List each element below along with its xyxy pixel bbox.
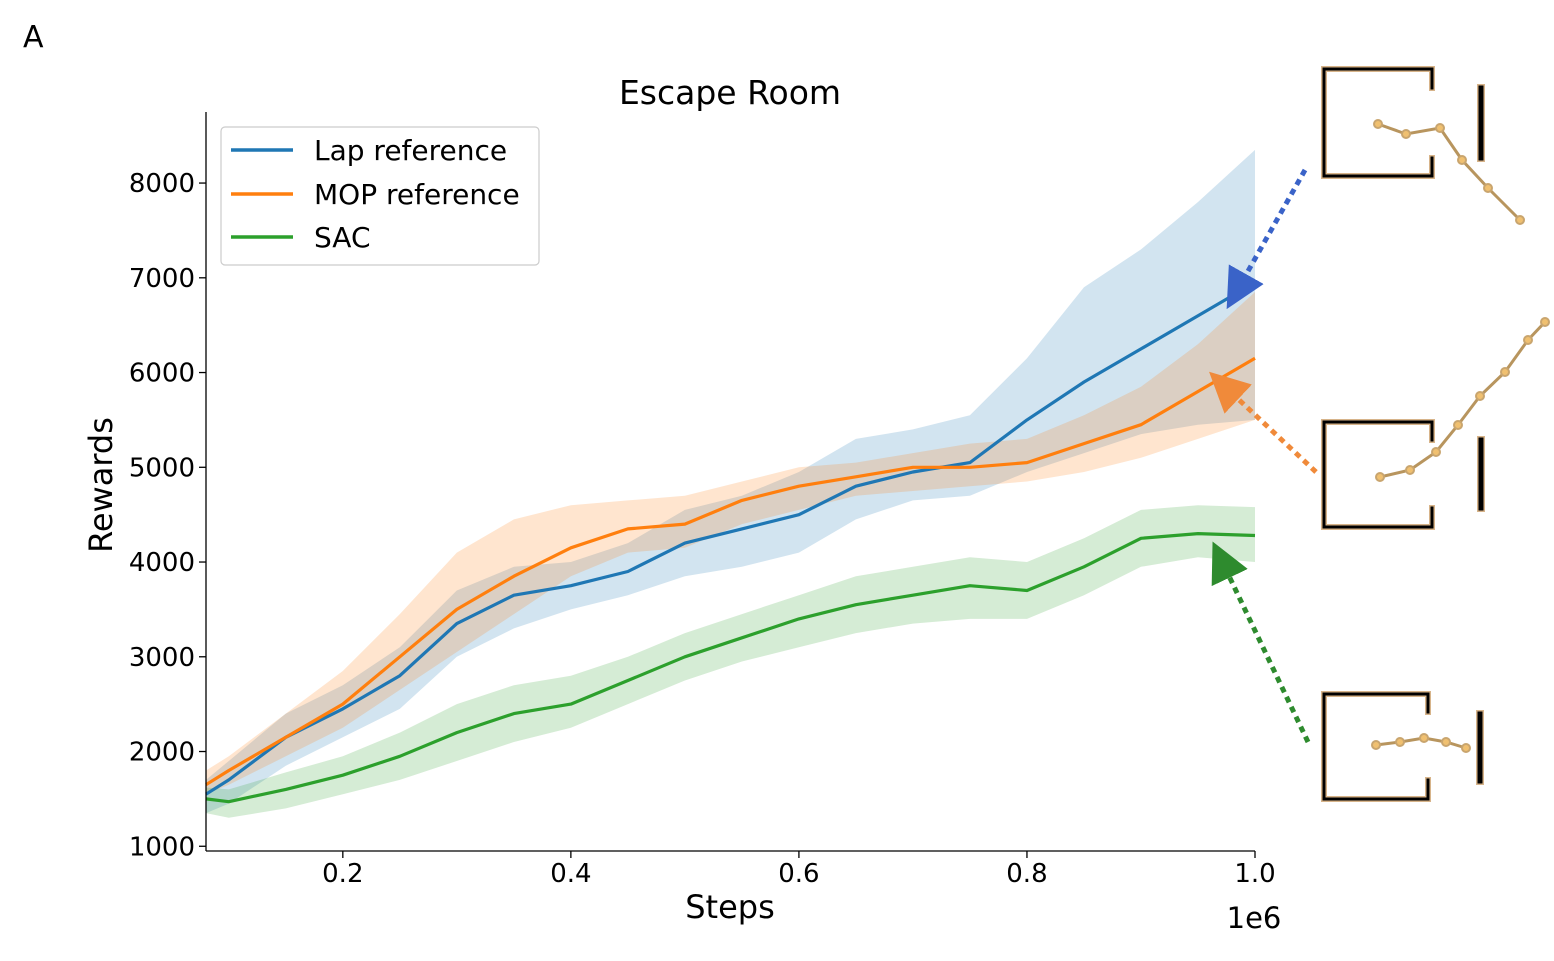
room-icon — [1321, 66, 1485, 179]
legend-label-lap-reference: Lap reference — [314, 134, 507, 167]
series-lines — [205, 281, 1256, 804]
illustration-mop-reference — [1321, 317, 1550, 530]
legend-box — [220, 126, 540, 266]
x-axis-offset-label: 1e6 — [1227, 901, 1282, 935]
arrow-lap-reference — [1226, 168, 1308, 310]
axes — [205, 112, 1255, 852]
y-tick-label: 2000 — [129, 738, 195, 768]
x-tick-label: 0.4 — [550, 859, 591, 889]
x-tick-label: 0.6 — [778, 859, 819, 889]
chart-title: Escape Room — [619, 73, 841, 112]
illustration-sac — [1321, 691, 1484, 802]
line-sac — [205, 531, 1256, 804]
y-tick-label: 1000 — [129, 832, 195, 862]
x-axis-label: Steps — [685, 888, 775, 926]
y-axis-label: Rewards — [82, 417, 120, 553]
illustration-lap-reference — [1321, 66, 1525, 225]
x-tick-label: 1.0 — [1234, 859, 1275, 889]
confidence-bands — [206, 149, 1255, 818]
y-tick-label: 3000 — [129, 643, 195, 673]
pointer-arrows — [1209, 168, 1318, 744]
y-tick-label: 7000 — [129, 264, 195, 294]
y-tick-label: 8000 — [129, 169, 195, 199]
panel-label: A — [23, 20, 44, 55]
arrow-mop-reference — [1209, 371, 1318, 474]
line-lap-reference — [205, 281, 1256, 796]
y-tick-label: 5000 — [129, 453, 195, 483]
agent-trajectory — [1373, 119, 1525, 225]
room-icon — [1321, 691, 1484, 802]
room-icon — [1321, 419, 1485, 530]
legend-label-sac: SAC — [314, 221, 371, 254]
band-sac — [206, 505, 1255, 818]
axis-ticks: 0.2 0.4 0.6 0.8 1.0 1000 2000 3000 4000 5000 6000 7… — [129, 169, 1276, 889]
line-mop-reference — [205, 356, 1256, 787]
legend-label-mop-reference: MOP reference — [314, 178, 520, 211]
agent-trajectory — [1375, 317, 1550, 482]
legend: Lap reference MOP reference SAC — [220, 126, 540, 266]
band-lap-reference — [206, 149, 1255, 814]
x-tick-label: 0.2 — [322, 859, 363, 889]
x-tick-label: 0.8 — [1006, 859, 1047, 889]
y-tick-label: 4000 — [129, 548, 195, 578]
agent-trajectory — [1371, 733, 1471, 753]
y-tick-label: 6000 — [129, 359, 195, 389]
arrow-sac — [1211, 541, 1311, 744]
